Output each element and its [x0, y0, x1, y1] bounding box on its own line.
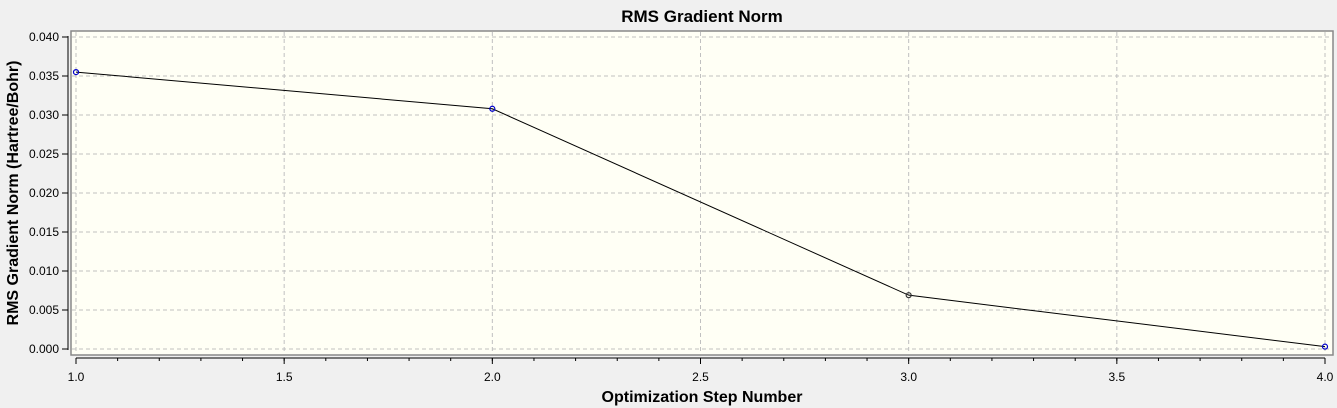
x-tick-label: 1.0 [68, 370, 85, 384]
y-tick-label: 0.015 [29, 225, 59, 239]
y-tick-label: 0.000 [29, 342, 59, 356]
x-tick-label: 2.5 [692, 370, 709, 384]
y-tick-label: 0.010 [29, 264, 59, 278]
series-line [75, 71, 1326, 348]
x-tick-label: 3.0 [900, 370, 917, 384]
y-tick-label: 0.035 [29, 69, 59, 83]
y-tick-label: 0.020 [29, 186, 59, 200]
data-point [1321, 343, 1329, 350]
x-tick-label: 1.5 [276, 370, 293, 384]
x-tick-label: 4.0 [1317, 370, 1334, 384]
data-point [72, 68, 80, 76]
data-point [905, 292, 912, 299]
x-axis-label: Optimization Step Number [602, 389, 803, 406]
y-tick-label: 0.040 [29, 30, 59, 44]
x-tick-label: 3.5 [1108, 370, 1125, 384]
y-axis-label: RMS Gradient Norm (Hartree/Bohr) [5, 61, 22, 326]
y-tick-label: 0.030 [29, 108, 59, 122]
data-point [489, 105, 496, 112]
y-tick-label: 0.025 [29, 147, 59, 161]
y-tick-label: 0.005 [29, 303, 59, 317]
x-tick-label: 2.0 [484, 370, 501, 384]
chart-title: RMS Gradient Norm [621, 7, 783, 26]
